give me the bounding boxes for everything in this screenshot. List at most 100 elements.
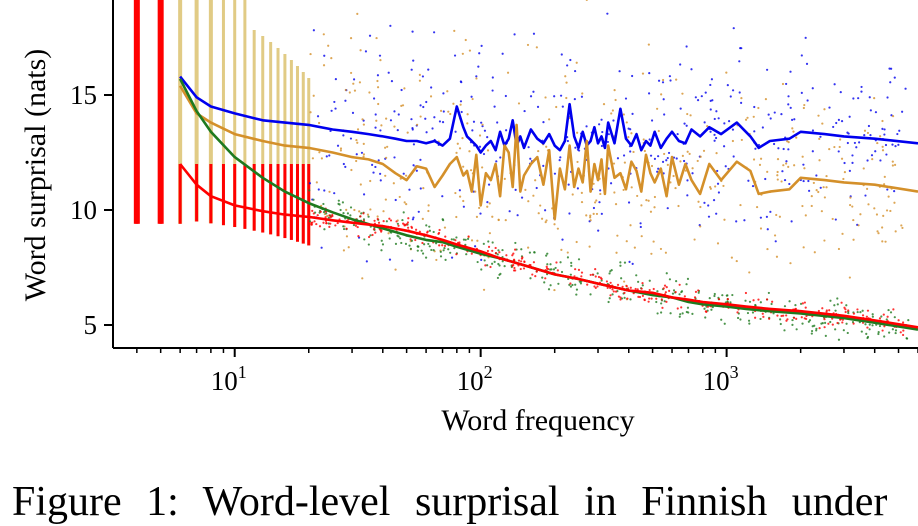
scatter-point (812, 181, 815, 185)
scatter-point (611, 293, 614, 296)
scatter-point (660, 311, 663, 314)
scatter-point (679, 160, 682, 163)
scatter-point (356, 12, 359, 15)
scatter-point (753, 130, 756, 133)
scatter-point (869, 133, 872, 137)
scatter-point (699, 155, 702, 158)
scatter-point (611, 288, 614, 291)
scatter-point (648, 138, 651, 141)
scatter-point (374, 231, 377, 234)
scatter-point (791, 318, 794, 322)
scatter-point (386, 145, 389, 148)
scatter-point (787, 141, 790, 144)
scatter-point (527, 200, 530, 203)
frequency-stripe (283, 164, 287, 239)
scatter-point (897, 319, 900, 322)
scatter-point (609, 182, 613, 185)
scatter-point (462, 238, 466, 241)
scatter-point (861, 314, 865, 317)
scatter-point (813, 251, 816, 254)
scatter-point (486, 201, 489, 204)
scatter-point (360, 212, 363, 215)
scatter-point (896, 132, 899, 136)
scatter-point (867, 203, 870, 206)
scatter-point (566, 64, 569, 67)
scatter-point (565, 96, 568, 100)
scatter-point (852, 312, 856, 315)
scatter-point (791, 323, 794, 326)
scatter-point (697, 291, 700, 294)
scatter-point (661, 81, 665, 84)
scatter-point (503, 264, 506, 268)
scatter-point (622, 113, 625, 116)
scatter-point (882, 214, 885, 217)
scatter-point (330, 109, 333, 112)
scatter-point (640, 287, 643, 290)
scatter-point (849, 196, 852, 199)
scatter-point (312, 198, 315, 201)
scatter-point (317, 188, 320, 191)
scatter-point (740, 101, 743, 104)
scatter-point (364, 50, 368, 53)
scatter-point (504, 94, 507, 98)
scatter-point (362, 155, 365, 158)
scatter-point (429, 95, 433, 98)
scatter-point (657, 79, 661, 82)
scatter-point (786, 318, 789, 321)
scatter-point (686, 277, 690, 280)
scatter-point (783, 305, 787, 308)
scatter-point (362, 218, 366, 221)
scatter-point (856, 308, 859, 311)
scatter-point (699, 205, 702, 209)
scatter-point (630, 186, 633, 189)
scatter-point (861, 309, 864, 312)
scatter-point (831, 323, 834, 326)
scatter-point (726, 84, 729, 87)
scatter-point (685, 45, 688, 48)
scatter-point (874, 111, 878, 114)
frequency-stripe (208, 0, 213, 224)
scatter-point (379, 179, 382, 182)
scatter-point (553, 95, 556, 98)
frequency-stripe (233, 164, 237, 228)
scatter-point (697, 289, 700, 292)
scatter-point (532, 261, 536, 264)
scatter-point (328, 225, 331, 229)
scatter-point (483, 129, 487, 132)
scatter-point (893, 316, 896, 319)
scatter-point (430, 248, 433, 252)
scatter-point (569, 273, 572, 276)
scatter-point (580, 275, 583, 278)
y-tick-label: 15 (70, 80, 97, 110)
scatter-point (842, 329, 845, 332)
scatter-point (859, 213, 862, 216)
scatter-point (802, 106, 805, 110)
scatter-point (893, 190, 896, 193)
scatter-point (575, 288, 579, 291)
scatter-point (811, 87, 814, 90)
scatter-point (881, 226, 884, 229)
scatter-point (401, 104, 405, 107)
scatter-point (505, 129, 508, 132)
scatter-point (789, 106, 792, 109)
scatter-point (458, 189, 461, 192)
scatter-point (804, 306, 807, 309)
scatter-point (334, 78, 337, 81)
scatter-point (426, 231, 429, 234)
scatter-point (329, 216, 332, 219)
scatter-point (873, 97, 876, 100)
scatter-point (894, 145, 897, 148)
scatter-point (848, 203, 852, 207)
scatter-point (322, 64, 326, 67)
scatter-point (868, 323, 871, 326)
scatter-point (345, 227, 348, 230)
scatter-point (808, 189, 811, 192)
scatter-point (905, 337, 909, 340)
scatter-point (864, 323, 867, 326)
scatter-point (421, 241, 424, 245)
scatter-point (432, 230, 435, 234)
scatter-point (881, 119, 884, 123)
scatter-point (649, 154, 653, 157)
scatter-point (822, 186, 825, 189)
scatter-point (652, 287, 655, 291)
